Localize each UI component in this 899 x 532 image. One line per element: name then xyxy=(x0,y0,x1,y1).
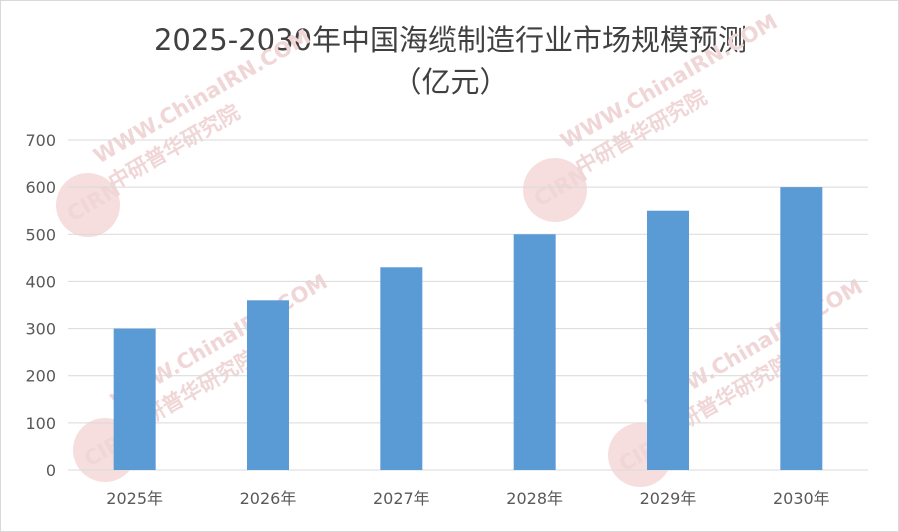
bar xyxy=(513,234,556,470)
x-axis: 2025年 2026年 2027年 2028年 2029年 2030年 xyxy=(106,489,829,508)
y-tick-label: 0 xyxy=(46,461,56,480)
bar xyxy=(113,328,156,470)
x-tick-label: 2028年 xyxy=(506,489,563,508)
y-tick-label: 500 xyxy=(25,225,56,244)
bar-series xyxy=(113,187,823,470)
chart-title-line-2: （亿元） xyxy=(392,65,509,99)
watermark-url: WWW.ChinaIRN.COM xyxy=(556,9,781,153)
watermark-logo-icon xyxy=(56,173,120,237)
bar xyxy=(247,300,289,470)
y-tick-label: 600 xyxy=(25,178,56,197)
gridlines xyxy=(68,139,868,471)
x-tick-label: 2027年 xyxy=(373,489,430,508)
watermark-url: WWW.ChinaIRN.COM xyxy=(89,24,314,168)
x-tick-label: 2030年 xyxy=(773,489,830,508)
y-axis: 0 100 200 300 400 500 600 700 xyxy=(25,131,56,480)
y-tick-label: 100 xyxy=(25,414,56,433)
x-tick-label: 2025年 xyxy=(106,489,163,508)
chart-title: 2025-2030年中国海缆制造行业市场规模预测 （亿元） xyxy=(1,19,899,103)
chart-title-line-1: 2025-2030年中国海缆制造行业市场规模预测 xyxy=(153,23,748,57)
bar xyxy=(780,187,823,470)
x-tick-label: 2026年 xyxy=(240,489,297,508)
y-tick-label: 700 xyxy=(25,131,56,150)
y-tick-label: 200 xyxy=(25,367,56,386)
x-tick-label: 2029年 xyxy=(640,489,697,508)
bar xyxy=(647,210,689,470)
y-tick-label: 400 xyxy=(25,272,56,291)
bar xyxy=(380,267,423,470)
y-tick-label: 300 xyxy=(25,320,56,339)
watermark-logo-icon xyxy=(523,158,587,222)
